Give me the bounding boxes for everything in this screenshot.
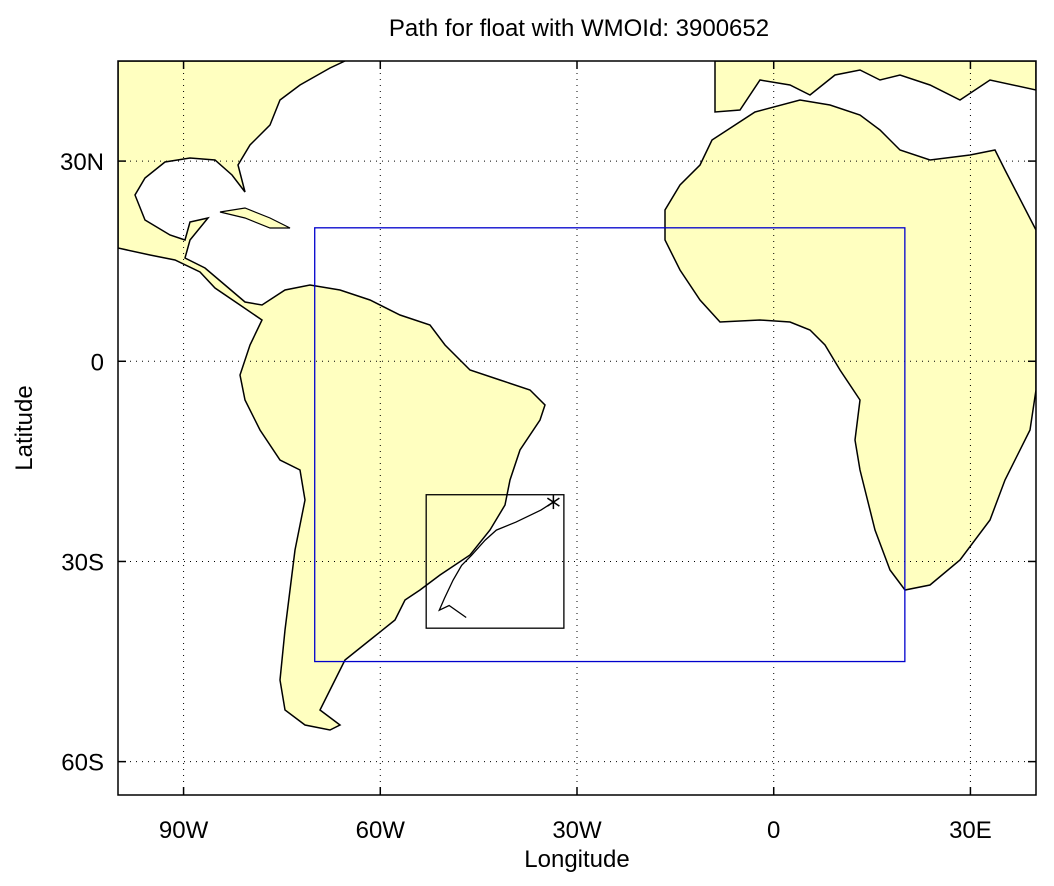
y-axis-label: Latitude <box>11 385 38 470</box>
y-tick-label: 30S <box>61 549 104 576</box>
land-cuba <box>219 207 291 229</box>
coastlines <box>118 61 1036 731</box>
marker-stroke <box>546 497 560 507</box>
y-tick-label: 30N <box>60 149 104 176</box>
land-americas <box>118 61 546 731</box>
x-tick-label: 30W <box>552 817 602 844</box>
y-tick-label: 0 <box>91 349 104 376</box>
land-africa <box>664 99 1036 591</box>
region-box <box>425 494 565 629</box>
y-tick-label: 60S <box>61 750 104 777</box>
float-start-marker <box>546 495 560 510</box>
land-europe <box>714 61 1036 113</box>
x-tick-label: 60W <box>356 817 406 844</box>
float-path <box>438 501 554 619</box>
region-box <box>314 227 906 663</box>
x-tick-label: 90W <box>159 817 209 844</box>
chart-title: Path for float with WMOId: 3900652 <box>389 15 769 42</box>
x-tick-label: 30E <box>949 817 992 844</box>
x-tick-label: 0 <box>767 817 780 844</box>
x-axis-label: Longitude <box>524 846 629 873</box>
